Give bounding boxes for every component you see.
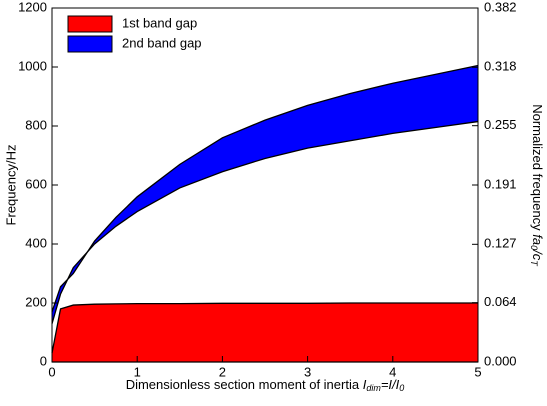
x-tick-label: 3 <box>304 364 311 379</box>
x-axis-label-part: Dimensionless section moment of inertia <box>126 377 363 392</box>
y-axis-label: Frequency/Hz <box>3 145 18 226</box>
x-axis-label-part: dim <box>366 383 381 393</box>
band-area <box>52 65 478 324</box>
band-area <box>52 303 478 362</box>
y-tick-label: 1200 <box>18 0 47 14</box>
y2-axis-label-part: Normalized frequency <box>530 104 545 234</box>
y2-tick-label: 0.191 <box>484 176 517 191</box>
x-axis-label-part: 0 <box>399 383 404 393</box>
y-tick-label: 1000 <box>18 58 47 73</box>
y-tick-label: 200 <box>25 294 47 309</box>
legend-swatch <box>67 35 113 53</box>
y2-axis-label-part: 0 <box>529 245 539 250</box>
x-tick-label: 4 <box>389 364 396 379</box>
y2-tick-label: 0.255 <box>484 117 517 132</box>
x-axis-label: Dimensionless section moment of inertia … <box>126 377 405 393</box>
legend-label: 2nd band gap <box>122 35 202 50</box>
y2-tick-label: 0.382 <box>484 0 517 14</box>
y-tick-label: 600 <box>25 176 47 191</box>
y-tick-label: 0 <box>40 353 47 368</box>
y2-tick-label: 0.064 <box>484 294 517 309</box>
band-upper-edge <box>51 302 478 354</box>
x-tick-label: 0 <box>48 364 55 379</box>
x-tick-label: 1 <box>134 364 141 379</box>
y2-axis-label-part: fa <box>530 234 545 245</box>
y2-axis-label-part: T <box>529 260 539 267</box>
y2-tick-label: 0.000 <box>484 353 517 368</box>
y2-tick-label: 0.127 <box>484 236 517 251</box>
x-tick-label: 2 <box>219 364 226 379</box>
y2-tick-label: 0.318 <box>484 59 517 74</box>
y-tick-label: 800 <box>25 117 47 132</box>
legend-swatch <box>67 15 113 33</box>
legend-label: 1st band gap <box>122 15 197 30</box>
band-lower-edge <box>51 120 479 324</box>
x-axis-label-part: I <box>363 377 367 392</box>
x-axis-label-part: =I/I <box>381 377 400 392</box>
y2-axis-label: Normalized frequency fa0/cT <box>529 104 545 267</box>
band-upper-edge <box>51 64 479 313</box>
y2-axis-label-part: /c <box>530 249 545 261</box>
y-tick-label: 400 <box>25 235 47 250</box>
x-tick-label: 5 <box>474 364 481 379</box>
